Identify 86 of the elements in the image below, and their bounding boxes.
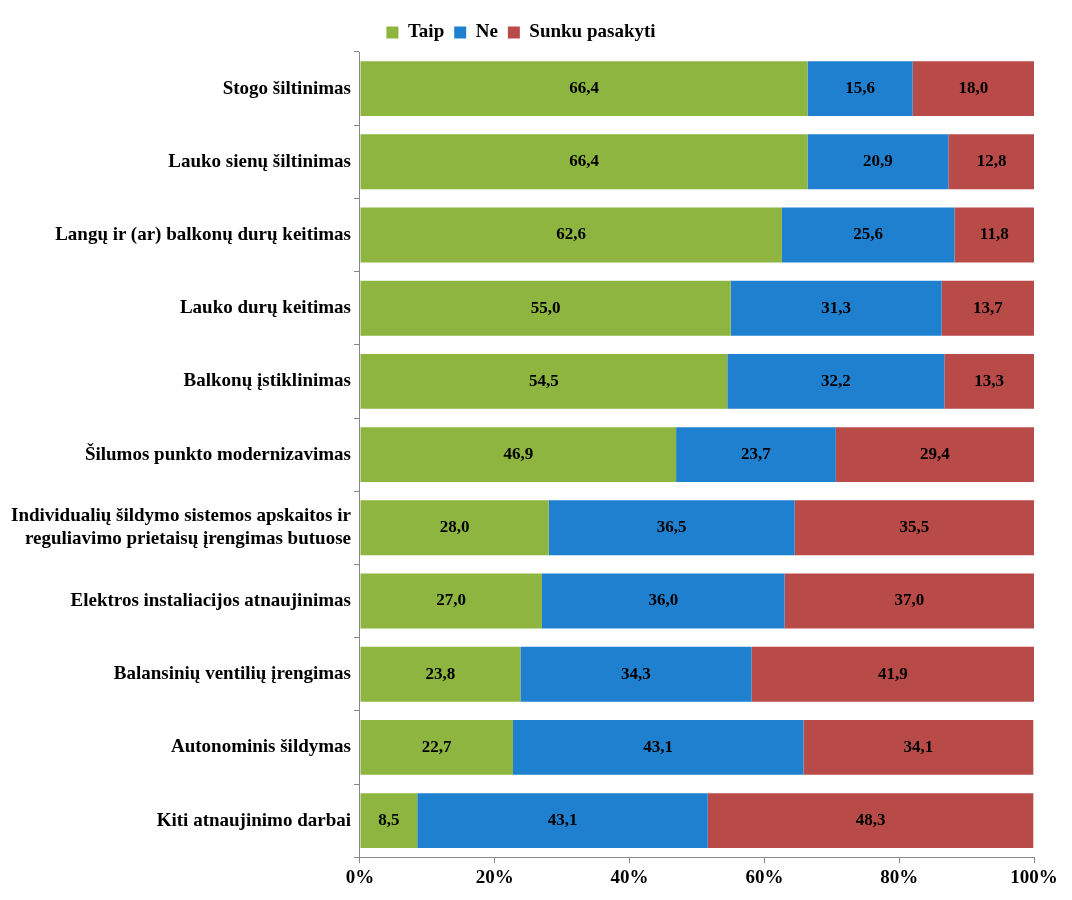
bar: [784, 573, 1034, 629]
x-tick-label: 40%: [610, 865, 649, 887]
data-label: 29,4: [920, 443, 951, 463]
y-tick-label: Balansinių ventilių įrengimas: [113, 662, 351, 684]
bar: [512, 719, 804, 775]
data-label: 20,9: [863, 151, 893, 171]
bar: [548, 500, 795, 556]
bar: [360, 353, 728, 409]
data-label: 62,6: [556, 224, 587, 244]
data-label: 13,7: [972, 297, 1004, 317]
bar: [794, 500, 1034, 556]
y-tick-label: Lauko durų keitimas: [179, 296, 351, 318]
y-tick-label: Balkonų įstiklinimas: [183, 369, 351, 391]
data-label: 11,8: [979, 224, 1009, 244]
bar: [360, 500, 549, 556]
bar: [541, 573, 785, 629]
data-label: 55,0: [530, 297, 561, 317]
x-tick-label: 60%: [745, 865, 784, 887]
legend-label: Taip: [407, 20, 445, 42]
bar: [954, 207, 1034, 263]
data-label: 66,4: [569, 151, 600, 171]
data-label: 12,8: [976, 151, 1007, 171]
data-label: 54,5: [529, 370, 559, 390]
bar: [417, 793, 708, 849]
legend-label: Ne: [475, 20, 498, 42]
data-label: 22,7: [421, 736, 453, 756]
data-label: 48,3: [855, 809, 886, 829]
data-label: 36,0: [648, 590, 679, 610]
y-tick-label: Autonominis šildymas: [170, 735, 351, 757]
bar: [835, 427, 1034, 483]
bar: [360, 427, 677, 483]
data-label: 28,0: [439, 517, 470, 537]
bar: [944, 353, 1034, 409]
bar: [520, 646, 752, 702]
x-tick-label: 80%: [880, 865, 919, 887]
data-label: 18,0: [958, 77, 989, 97]
data-label: 8,5: [378, 809, 400, 829]
bar: [807, 134, 949, 190]
data-label: 13,3: [974, 370, 1005, 390]
bar: [360, 280, 731, 336]
data-label: 37,0: [894, 590, 925, 610]
x-tick-label: 0%: [345, 865, 375, 887]
data-label: 31,3: [821, 297, 852, 317]
bar: [676, 427, 836, 483]
bar: [360, 646, 521, 702]
data-label: 41,9: [877, 663, 908, 683]
bar: [912, 61, 1034, 117]
data-label: 43,1: [547, 809, 578, 829]
data-label: 36,5: [656, 517, 687, 537]
y-tick-label: Langų ir (ar) balkonų durų keitimas: [55, 222, 351, 245]
data-label: 23,7: [741, 443, 772, 463]
bar: [730, 280, 942, 336]
data-label: 43,1: [643, 736, 674, 756]
y-tick-label: Individualių šildymo sistemos apskaitos ir reguliavimo prietaisų įrengimas butuose: [10, 504, 352, 549]
x-tick-label: 100%: [1010, 865, 1058, 887]
bar: [751, 646, 1034, 702]
y-tick-label: Šilumos punkto modernizavimas: [84, 442, 351, 464]
y-tick-label: Kiti atnaujinimo darbai: [156, 808, 351, 830]
bar: [781, 207, 955, 263]
data-label: 34,3: [621, 663, 651, 683]
bar: [360, 793, 418, 849]
data-label: 66,4: [569, 77, 600, 97]
data-label: 25,6: [853, 224, 884, 244]
bar: [707, 793, 1034, 849]
bar: [360, 719, 513, 775]
y-tick-label: Elektros instaliacijos atnaujinimas: [70, 588, 351, 610]
data-label: 46,9: [503, 443, 534, 463]
bar: [941, 280, 1034, 336]
bar: [948, 134, 1034, 190]
data-label: 34,1: [903, 736, 934, 756]
y-tick-label: Stogo šiltinimas: [222, 76, 351, 98]
bar: [727, 353, 945, 409]
data-label: 23,8: [425, 663, 456, 683]
x-tick-label: 20%: [475, 865, 514, 887]
bar: [360, 61, 808, 117]
data-label: 15,6: [845, 77, 875, 97]
bar: [360, 573, 542, 629]
data-label: 35,5: [899, 517, 930, 537]
y-tick-label: Lauko sienų šiltinimas: [168, 149, 351, 171]
bar: [360, 134, 808, 190]
data-label: 27,0: [436, 590, 467, 610]
bar: [360, 207, 782, 263]
data-label: 32,2: [820, 370, 851, 390]
bar: [807, 61, 913, 117]
bar: [803, 719, 1034, 775]
legend-label: Sunku pasakyti: [529, 20, 656, 42]
